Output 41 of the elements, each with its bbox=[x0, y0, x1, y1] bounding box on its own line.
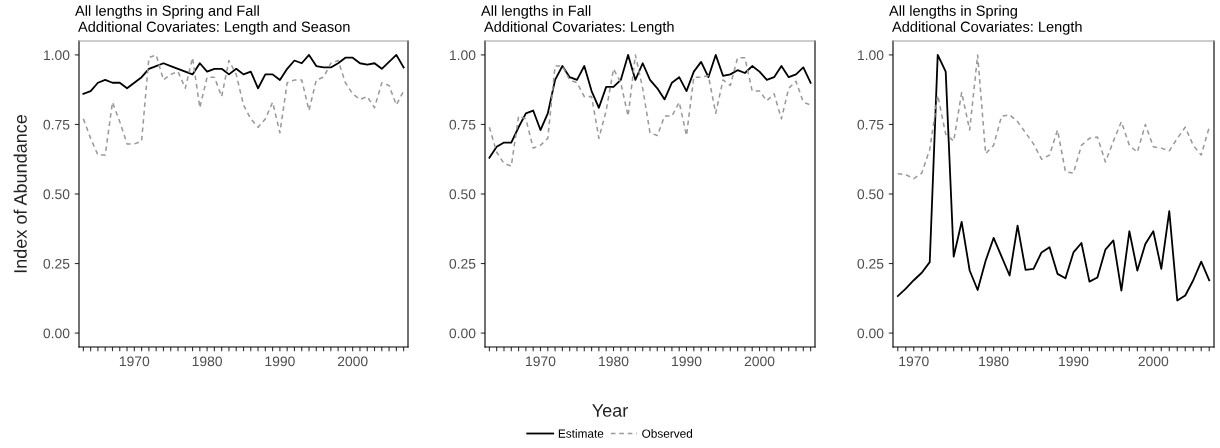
x-tick-label: 2000 bbox=[337, 356, 368, 367]
y-tick-label: 1.00 bbox=[450, 50, 476, 61]
x-tick-label: 1970 bbox=[899, 356, 929, 367]
x-tick-label: 1970 bbox=[119, 356, 150, 367]
y-tick-label: 1.00 bbox=[44, 50, 70, 61]
y-tick-label: 0.00 bbox=[449, 328, 476, 339]
y-tick-label: 0.00 bbox=[857, 328, 884, 339]
x-tick-label: 1980 bbox=[192, 356, 223, 367]
x-tick-label: 2000 bbox=[1138, 356, 1169, 367]
chart-title: All lengths in Spring and Fall bbox=[75, 5, 259, 19]
y-axis-title: Index of Abundance bbox=[13, 114, 27, 273]
line-series bbox=[897, 54, 1210, 180]
y-tick-label: 0.75 bbox=[43, 119, 70, 130]
y-tick-label: 0.50 bbox=[857, 189, 884, 200]
x-tick-label: 1990 bbox=[672, 356, 702, 367]
y-tick-label: 0.75 bbox=[857, 119, 884, 130]
y-tick-label: 0.75 bbox=[449, 119, 476, 130]
x-tick-label: 2000 bbox=[744, 356, 775, 367]
x-tick-label: 1980 bbox=[599, 356, 629, 367]
chart-subtitle: Additional Covariates: Length bbox=[484, 21, 674, 35]
y-tick-label: 1.00 bbox=[858, 50, 884, 61]
legend-label: Estimate bbox=[558, 429, 604, 438]
x-tick-label: 1980 bbox=[979, 356, 1009, 367]
chart-subtitle: Additional Covariates: Length bbox=[892, 21, 1082, 35]
x-axis-title: Year bbox=[592, 404, 628, 417]
line-series bbox=[82, 54, 405, 156]
chart-title: All lengths in Fall bbox=[481, 5, 591, 19]
line-series bbox=[896, 54, 1211, 302]
line-series bbox=[82, 54, 405, 95]
y-tick-label: 0.00 bbox=[43, 328, 70, 339]
y-tick-label: 0.25 bbox=[43, 258, 70, 269]
chart-title: All lengths in Spring bbox=[889, 5, 1017, 19]
y-tick-label: 0.50 bbox=[449, 189, 476, 200]
y-tick-label: 0.25 bbox=[449, 258, 476, 269]
y-tick-label: 0.50 bbox=[43, 189, 70, 200]
legend-label: Observed bbox=[642, 429, 693, 438]
x-tick-label: 1990 bbox=[1059, 356, 1089, 367]
x-tick-label: 1970 bbox=[526, 356, 556, 367]
y-tick-label: 0.25 bbox=[857, 258, 884, 269]
chart-subtitle: Additional Covariates: Length and Season bbox=[78, 21, 350, 35]
x-tick-label: 1990 bbox=[265, 356, 295, 367]
